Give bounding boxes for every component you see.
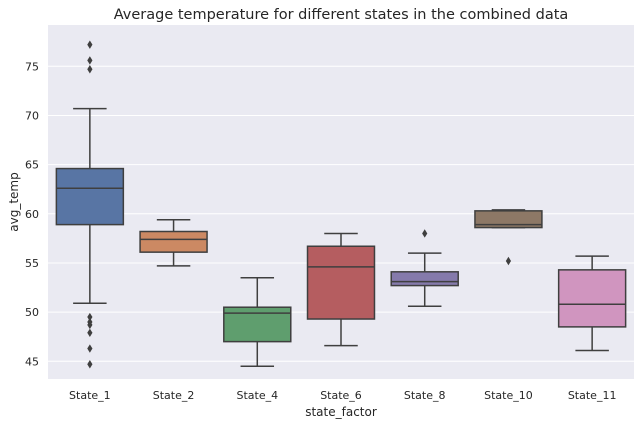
x-tick-label: State_2: [153, 389, 195, 402]
box-state-8: [390, 229, 459, 307]
x-tick-labels: State_1 State_2 State_4 State_6 State_8 State…: [69, 389, 616, 402]
x-tick-label: State_8: [404, 389, 446, 402]
y-tick-label: 55: [25, 257, 39, 270]
y-tick-label: 60: [25, 208, 39, 221]
box-iqr: [390, 271, 459, 287]
outlier-point: [87, 360, 93, 369]
outlier-point: [422, 229, 428, 238]
box-iqr: [55, 167, 125, 226]
box-iqr: [139, 230, 208, 253]
y-tick-label: 70: [25, 109, 39, 122]
box-state-10: [474, 209, 543, 266]
x-tick-label: State_10: [484, 389, 533, 402]
y-tick-label: 45: [25, 355, 39, 368]
x-tick-label: State_1: [69, 389, 111, 402]
x-tick-label: State_4: [236, 389, 278, 402]
outlier-point: [87, 56, 93, 65]
box-state-2: [139, 218, 208, 267]
box-iqr: [474, 210, 543, 229]
y-tick-label: 75: [25, 60, 39, 73]
y-tick-label: 50: [25, 306, 39, 319]
y-tick-label: 65: [25, 159, 39, 172]
x-axis-label: state_factor: [305, 405, 377, 419]
x-tick-label: State_6: [320, 389, 362, 402]
box-iqr: [306, 245, 376, 320]
outlier-point: [87, 312, 93, 322]
outlier-point: [87, 65, 93, 74]
outlier-point: [87, 320, 93, 330]
y-axis-label: avg_temp: [7, 172, 21, 231]
outlier-point: [87, 344, 93, 353]
outlier-point: [505, 256, 512, 266]
box-state-11: [557, 255, 627, 352]
y-tick-labels: 45 50 55 60 65 70 75: [25, 60, 39, 368]
box-state-6: [306, 232, 376, 347]
box-iqr: [557, 269, 627, 328]
box-state-1: [55, 40, 125, 369]
box-state-4: [223, 276, 292, 367]
x-tick-label: State_11: [568, 389, 617, 402]
boxes-layer: [55, 40, 627, 369]
outlier-point: [87, 40, 93, 49]
chart-title: Average temperature for different states…: [114, 7, 569, 23]
outlier-point: [87, 328, 93, 337]
